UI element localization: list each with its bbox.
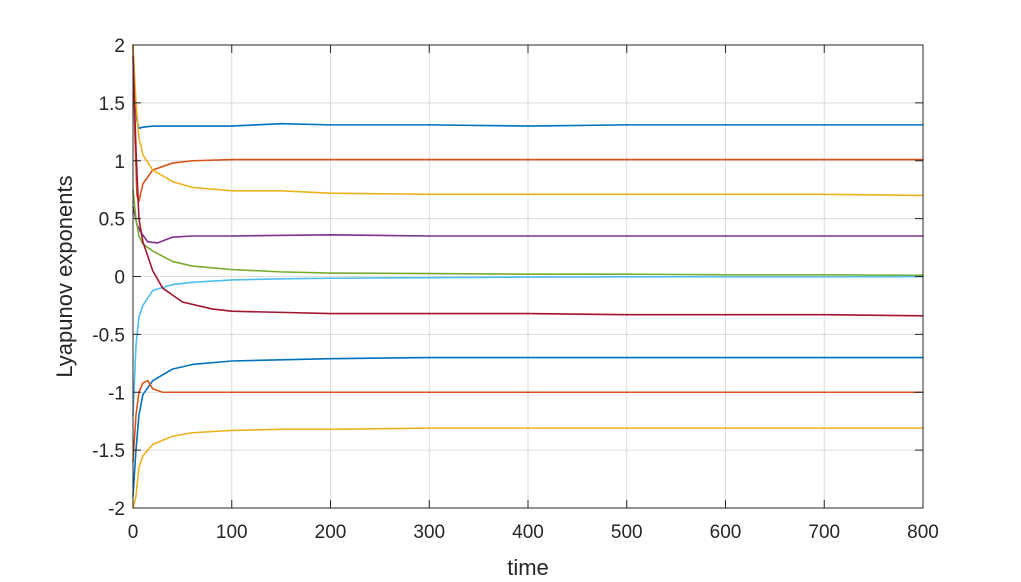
x-tick-label: 100 (216, 522, 248, 543)
x-tick-label: 700 (808, 522, 840, 543)
y-tick-label: -0.5 (92, 325, 125, 346)
y-tick-label: 1.5 (99, 94, 125, 115)
series-line-8 (132, 356, 924, 498)
series-line-4 (132, 206, 924, 244)
y-tick-label: -1 (108, 383, 125, 404)
y-tick-label: -1.5 (92, 441, 125, 462)
x-tick-label: 800 (907, 522, 939, 543)
x-tick-label: 300 (413, 522, 445, 543)
series-line-9 (132, 379, 924, 463)
series-line-3 (132, 44, 924, 197)
x-tick-label: 500 (611, 522, 643, 543)
axis-ticks: 0 100 200 300 400 500 600 700 800 2 1.5 1 0.5 0 -0.5 -1… (92, 36, 939, 543)
series-line-5 (132, 188, 924, 277)
y-axis-label: Lyapunov exponents (52, 175, 77, 377)
x-axis-label: time (507, 555, 549, 580)
y-tick-label: 0 (114, 268, 125, 289)
x-tick-label: 200 (315, 522, 347, 543)
series-lines (132, 44, 924, 509)
y-tick-label: -2 (108, 499, 125, 520)
y-tick-label: 2 (114, 36, 125, 57)
y-tick-label: 1 (114, 152, 125, 173)
series-line-6 (132, 275, 924, 417)
series-line-7 (132, 55, 924, 317)
y-tick-label: 0.5 (99, 210, 125, 231)
x-tick-label: 600 (710, 522, 742, 543)
x-tick-label: 0 (128, 522, 139, 543)
x-tick-label: 400 (512, 522, 544, 543)
series-line-10 (132, 427, 924, 509)
